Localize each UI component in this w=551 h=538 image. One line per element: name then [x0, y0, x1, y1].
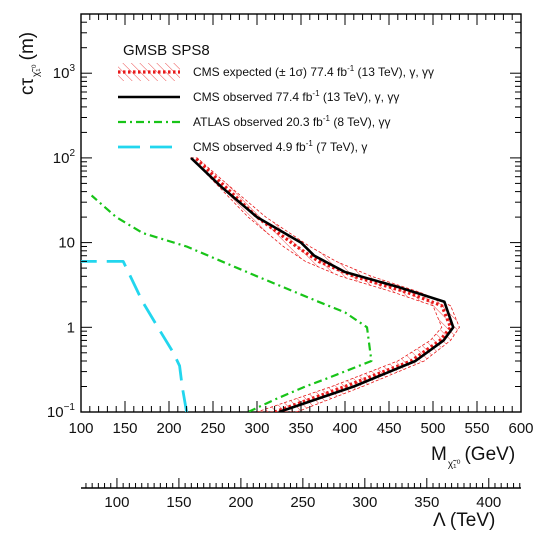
x2-tick-label: 200	[228, 494, 253, 511]
x-tick-label: 450	[376, 420, 401, 437]
y-tick-label: 10−1	[47, 402, 76, 421]
legend-label-4: CMS observed 4.9 fb-1 (7 TeV), γ	[193, 139, 367, 154]
y-tick-label: 102	[53, 148, 76, 167]
series-line-2	[190, 156, 455, 412]
x-tick-label: 550	[464, 420, 489, 437]
x-tick-label: 100	[68, 420, 93, 437]
x2-tick-label: 350	[414, 494, 439, 511]
x-tick-label: 200	[156, 420, 181, 437]
legend-label-2: CMS observed 77.4 fb-1 (13 TeV), γ, γγ	[193, 89, 399, 104]
x2-tick-label: 150	[166, 494, 191, 511]
legend-label-1: CMS expected (± 1σ) 77.4 fb-1 (13 TeV), …	[193, 64, 434, 79]
series-line-1	[194, 156, 453, 412]
legend-label-3: ATLAS observed 20.3 fb-1 (8 TeV), γγ	[193, 114, 390, 129]
series-line-3	[90, 194, 373, 412]
x2-tick-label: 300	[352, 494, 377, 511]
series-line-4	[81, 260, 188, 412]
x2-tick-label: 100	[104, 494, 129, 511]
x-tick-label: 600	[508, 420, 533, 437]
x-tick-label: 150	[112, 420, 137, 437]
svg-text:cτχ̃₁⁰(m): cτχ̃₁⁰(m)	[17, 32, 42, 95]
legend-title: GMSB SPS8	[123, 42, 210, 59]
x2-tick-label: 400	[476, 494, 501, 511]
x-tick-label: 500	[420, 420, 445, 437]
y-tick-label: 10	[58, 235, 75, 252]
x-tick-label: 350	[288, 420, 313, 437]
x-tick-label: 250	[200, 420, 225, 437]
legend: GMSB SPS8 CMS expected (± 1σ) 77.4 fb-1 …	[118, 42, 434, 154]
x2-tick-label: 250	[290, 494, 315, 511]
y-tick-label: 1	[67, 319, 75, 336]
y-tick-label: 103	[53, 63, 76, 82]
series-layer	[81, 156, 460, 412]
x-tick-label: 300	[244, 420, 269, 437]
x-tick-label: 400	[332, 420, 357, 437]
axis-layer: 100 150 200 250 300 350 400 450 500 550 600 10−1 1 10…	[47, 13, 534, 511]
y-axis-title: cτχ̃₁⁰(m)	[17, 32, 42, 95]
x-axis-title: Mχ̃₁⁰ (GeV)	[431, 444, 515, 470]
x2-axis-title: Λ (TeV)	[433, 510, 495, 531]
